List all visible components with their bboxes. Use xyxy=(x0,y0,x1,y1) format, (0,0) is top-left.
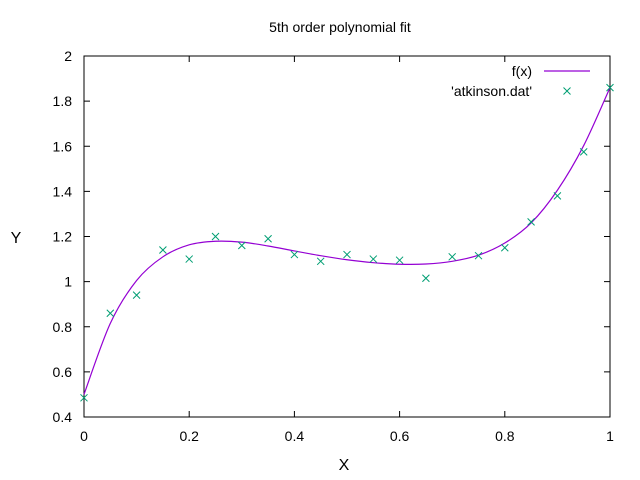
x-tick-label: 0 xyxy=(80,428,88,444)
y-tick-label: 0.4 xyxy=(53,409,73,425)
y-tick-label: 1.2 xyxy=(53,229,73,245)
data-point xyxy=(369,255,378,263)
plot-frame xyxy=(83,55,611,418)
data-point xyxy=(290,250,299,259)
legend-marker-swatch xyxy=(563,87,571,95)
data-point xyxy=(395,256,404,265)
y-tick-label: 1.4 xyxy=(53,183,73,199)
legend-label: 'atkinson.dat' xyxy=(451,83,532,99)
legend-label: f(x) xyxy=(512,63,532,79)
data-point xyxy=(606,83,614,92)
data-point xyxy=(553,192,562,200)
y-tick-label: 0.8 xyxy=(53,319,73,335)
x-tick-label: 0.4 xyxy=(285,428,305,444)
x-tick-label: 0.6 xyxy=(390,428,410,444)
data-point xyxy=(264,234,272,243)
y-tick-label: 2 xyxy=(64,48,72,64)
data-point xyxy=(159,246,167,254)
data-point xyxy=(106,309,115,318)
chart-title: 5th order polynomial fit xyxy=(269,19,411,35)
data-point xyxy=(527,217,535,226)
y-tick-label: 1.6 xyxy=(53,138,73,154)
data-point xyxy=(185,255,194,263)
data-point xyxy=(500,243,509,252)
x-tick-label: 0.2 xyxy=(179,428,199,444)
legend: f(x) 'atkinson.dat' xyxy=(451,63,590,99)
x-axis-title: X xyxy=(339,457,350,474)
data-point xyxy=(132,291,141,300)
x-tick-label: 0.8 xyxy=(495,428,515,444)
data-point xyxy=(237,241,246,250)
data-point xyxy=(80,393,88,402)
y-tick-label: 0.6 xyxy=(53,364,73,380)
y-tick-label: 1.8 xyxy=(53,93,73,109)
data-point xyxy=(579,148,588,156)
x-tick-label: 1 xyxy=(606,428,614,444)
series-layer xyxy=(80,83,614,402)
axis-ticks: 0 0.2 0.4 0.6 0.8 1 0.4 0.6 0.8 1 1.2 1.4 1.6 1.8 2 xyxy=(53,48,615,444)
data-point xyxy=(316,257,325,266)
y-tick-label: 1 xyxy=(64,274,72,290)
data-point xyxy=(422,274,430,283)
series-line-fx xyxy=(83,87,611,395)
data-point xyxy=(343,250,351,259)
data-point xyxy=(474,251,483,260)
data-point xyxy=(448,252,457,261)
data-point xyxy=(211,232,220,241)
y-axis-title: Y xyxy=(11,230,22,247)
